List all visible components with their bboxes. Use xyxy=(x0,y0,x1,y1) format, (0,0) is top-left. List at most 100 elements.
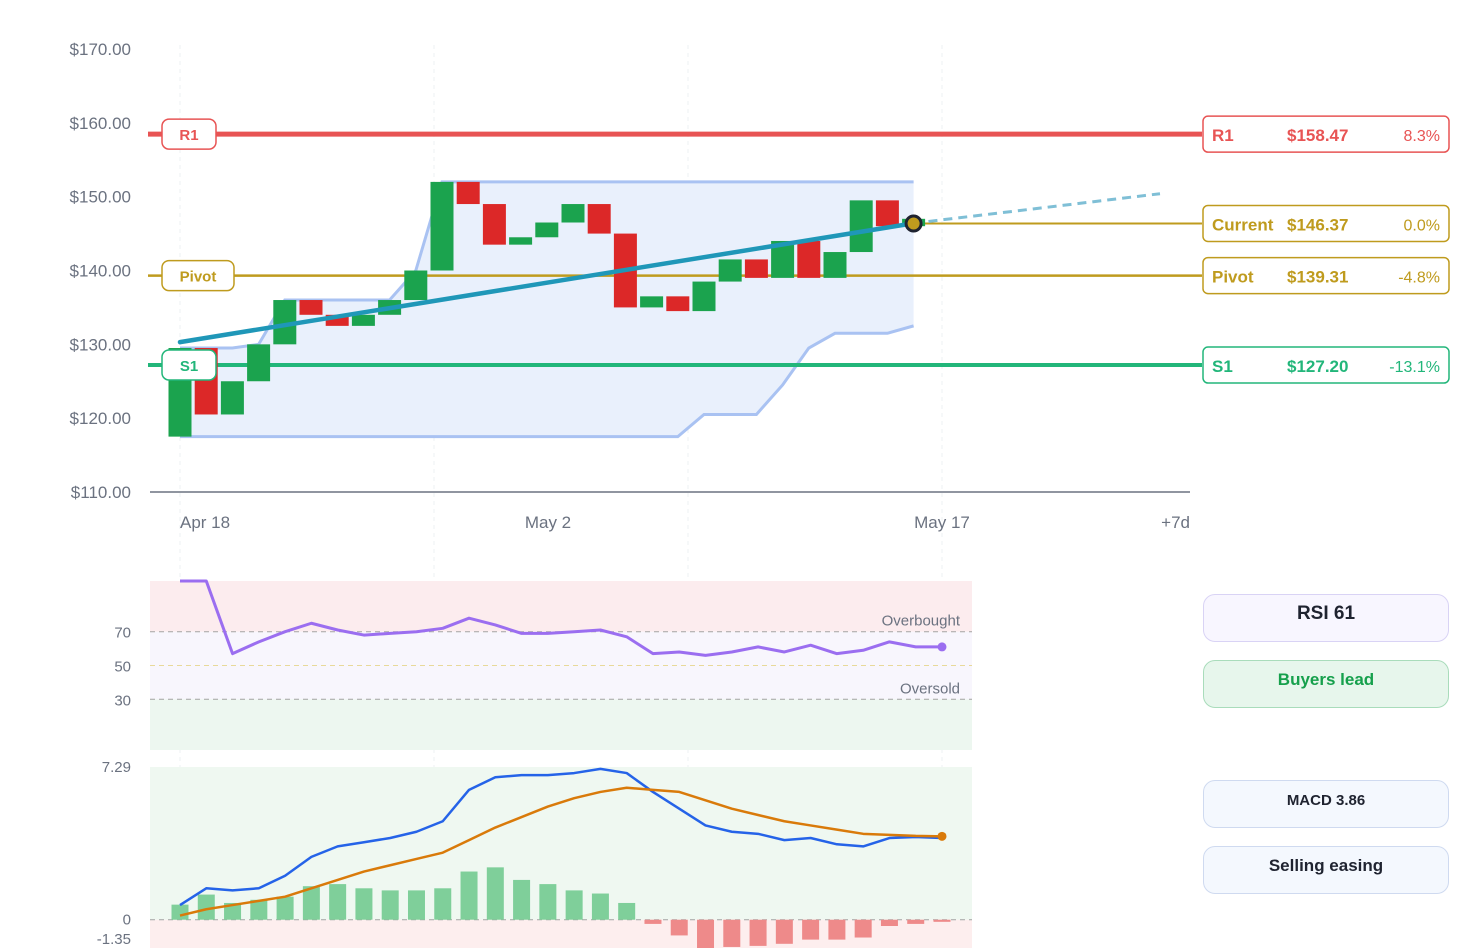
resistance-panel-change: 8.3% xyxy=(1404,128,1440,145)
rsi-end-marker xyxy=(937,642,947,652)
macd-histogram-bar xyxy=(933,919,951,922)
support-left-tag xyxy=(161,349,217,381)
macd-y-tick-label: -1.35 xyxy=(97,931,131,948)
rsi-overbought-label: Overbought xyxy=(882,613,961,630)
macd-histogram-bar xyxy=(539,884,557,920)
pivot-left-tag-label: Pivot xyxy=(180,269,217,286)
rsi-oversold-zone xyxy=(150,699,972,750)
rsi-overbought-zone xyxy=(150,581,972,632)
candle xyxy=(640,296,664,308)
macd-histogram-bar xyxy=(670,919,688,936)
rsi-y-tick-label: 70 xyxy=(114,625,131,642)
support-panel-name: S1 xyxy=(1212,357,1233,376)
y-tick-label: $140.00 xyxy=(70,262,131,281)
macd-signal-label: Selling easing xyxy=(1268,856,1384,875)
y-tick-label: $120.00 xyxy=(70,409,131,428)
current-level-panel xyxy=(1202,204,1450,243)
macd-histogram-bar xyxy=(513,879,531,920)
macd-histogram-bar xyxy=(854,919,872,938)
channel-lower-line xyxy=(180,324,915,439)
candle xyxy=(692,281,716,312)
macd-histogram-bar xyxy=(618,902,636,920)
candle xyxy=(535,222,559,238)
macd-histogram-bar xyxy=(355,888,373,920)
pivot-level-panel xyxy=(1202,256,1450,295)
pivot-left-tag xyxy=(161,259,235,292)
candle xyxy=(744,259,768,278)
rsi-value-label: RSI 61 xyxy=(1296,603,1356,624)
y-tick-label: $110.00 xyxy=(71,483,131,502)
resistance-left-tag xyxy=(161,118,217,150)
support-level-panel xyxy=(1202,346,1450,384)
candle xyxy=(875,200,899,227)
macd-histogram-bar xyxy=(565,890,583,920)
macd-histogram-bar xyxy=(460,871,478,920)
rsi-oversold-label: Oversold xyxy=(900,680,960,697)
signal-line xyxy=(179,786,943,917)
macd-histogram-bar xyxy=(802,919,820,940)
macd-value-card: MACD 3.86 xyxy=(1203,780,1449,828)
macd-histogram-bar xyxy=(276,896,294,920)
x-tick-label: Apr 18 xyxy=(180,513,230,532)
candle xyxy=(718,259,742,282)
x-tick-label: +7d xyxy=(1161,513,1190,532)
candle xyxy=(430,181,454,271)
macd-histogram-bar xyxy=(486,867,504,920)
macd-histogram-bar xyxy=(775,919,793,944)
candle xyxy=(509,237,533,245)
macd-histogram-bar xyxy=(828,919,846,940)
macd-y-tick-label: 0 xyxy=(123,912,131,929)
macd-histogram-bar xyxy=(697,919,715,948)
y-tick-label: $150.00 xyxy=(70,188,131,207)
trend-projection-line xyxy=(913,192,1161,225)
macd-histogram-bar xyxy=(171,904,189,920)
macd-histogram-bar xyxy=(329,884,347,920)
candle xyxy=(561,204,585,223)
candle xyxy=(482,204,506,245)
candle xyxy=(456,181,480,205)
pivot-panel-name: Pivot xyxy=(1212,268,1254,287)
macd-histogram-bar xyxy=(302,886,320,920)
candle xyxy=(666,296,690,312)
channel-fill xyxy=(180,181,914,437)
macd-line xyxy=(179,767,943,907)
pivot-panel-change: -4.8% xyxy=(1398,270,1440,287)
macd-histogram-bar xyxy=(907,919,925,924)
rsi-signal-label: Buyers lead xyxy=(1277,670,1375,689)
y-tick-label: $130.00 xyxy=(70,335,131,354)
current-panel-change: 0.0% xyxy=(1404,217,1440,234)
x-tick-label: May 17 xyxy=(914,513,970,532)
candle xyxy=(771,240,795,278)
macd-end-marker xyxy=(937,831,947,841)
candle xyxy=(404,270,428,301)
macd-y-tick-label: 7.29 xyxy=(102,759,131,776)
macd-value-label: MACD 3.86 xyxy=(1286,792,1366,809)
y-tick-label: $160.00 xyxy=(70,114,131,133)
candle xyxy=(587,204,611,234)
current-panel-name: Current xyxy=(1212,215,1274,234)
x-tick-label: May 2 xyxy=(525,513,571,532)
candle xyxy=(220,381,244,415)
support-panel-price: $127.20 xyxy=(1287,357,1348,376)
rsi-value-card: RSI 61 xyxy=(1203,594,1449,642)
current-price-marker xyxy=(904,214,923,233)
rsi-neutral-zone xyxy=(150,631,972,700)
support-panel-change: -13.1% xyxy=(1389,359,1440,376)
rsi-line xyxy=(180,579,942,657)
pivot-panel-price: $139.31 xyxy=(1287,268,1348,287)
candle xyxy=(299,300,323,315)
resistance-level-panel xyxy=(1202,115,1450,153)
macd-histogram-bar xyxy=(197,894,215,920)
resistance-panel-price: $158.47 xyxy=(1287,126,1348,145)
candle xyxy=(849,200,873,253)
macd-histogram-bar xyxy=(434,888,452,920)
trend-line xyxy=(177,220,916,345)
support-left-tag-label: S1 xyxy=(180,358,198,375)
macd-histogram-bar xyxy=(723,919,741,947)
rsi-y-tick-label: 50 xyxy=(114,659,131,676)
y-tick-label: $170.00 xyxy=(70,40,131,59)
macd-histogram-bar xyxy=(224,902,242,920)
candle xyxy=(273,300,297,345)
macd-negative-zone xyxy=(150,919,972,948)
